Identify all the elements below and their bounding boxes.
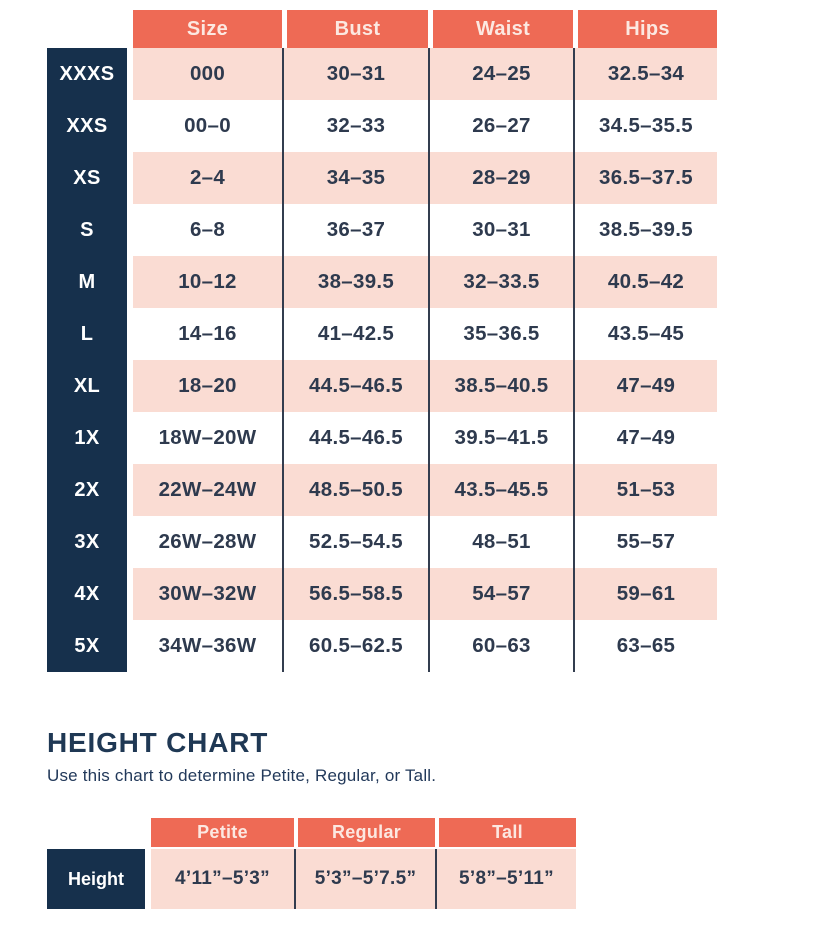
row-label: 4X [47,568,127,620]
cell-hips: 38.5–39.5 [573,204,717,256]
size-chart-body: XXXS 000 30–31 24–25 32.5–34 XXS 00–0 32… [47,48,717,672]
height-chart-table: Petite Regular Tall Height 4’11”–5’3” 5’… [47,818,576,909]
cell-size: 26W–28W [158,530,257,553]
height-row: Height 4’11”–5’3” 5’3”–5’7.5” 5’8”–5’11” [47,849,576,909]
cell-bust: 44.5–46.5 [282,412,428,464]
cell-size: 10–12 [178,270,237,293]
cell-hips: 32.5–34 [573,48,717,100]
cell-waist: 39.5–41.5 [428,412,573,464]
table-row-s: S 6–8 36–37 30–31 38.5–39.5 [47,204,717,256]
column-header-petite: Petite [151,818,294,847]
cell-waist: 60–63 [428,620,573,672]
cell-waist: 26–27 [428,100,573,152]
cell-bust: 48.5–50.5 [282,464,428,516]
row-label: M [47,256,127,308]
cell-waist: 35–36.5 [428,308,573,360]
size-chart-header-row: Size Bust Waist Hips [133,10,717,48]
cell-bust: 38–39.5 [282,256,428,308]
cell-size: 14–16 [178,322,237,345]
table-row-5x: 5X 34W–36W 60.5–62.5 60–63 63–65 [47,620,717,672]
cell-hips: 43.5–45 [573,308,717,360]
cell-waist: 24–25 [428,48,573,100]
row-label: 5X [47,620,127,672]
height-chart-header-row: Petite Regular Tall [151,818,576,847]
row-label: L [47,308,127,360]
column-header-size: Size [133,10,282,48]
cell-tall-height: 5’8”–5’11” [435,849,576,909]
height-chart-title: HEIGHT CHART [47,727,269,758]
cell-hips: 63–65 [573,620,717,672]
row-label: 1X [47,412,127,464]
cell-hips: 59–61 [573,568,717,620]
cell-bust: 44.5–46.5 [282,360,428,412]
table-row-1x: 1X 18W–20W 44.5–46.5 39.5–41.5 47–49 [47,412,717,464]
column-header-hips: Hips [573,10,717,48]
cell-waist: 54–57 [428,568,573,620]
table-row-xxxs: XXXS 000 30–31 24–25 32.5–34 [47,48,717,100]
table-row-l: L 14–16 41–42.5 35–36.5 43.5–45 [47,308,717,360]
cell-bust: 30–31 [282,48,428,100]
row-label: S [47,204,127,256]
cell-hips: 34.5–35.5 [573,100,717,152]
row-label: XXS [47,100,127,152]
table-row-3x: 3X 26W–28W 52.5–54.5 48–51 55–57 [47,516,717,568]
cell-size: 000 [189,62,226,85]
row-label: XS [47,152,127,204]
cell-size: 18–20 [178,374,237,397]
cell-size: 00–0 [184,114,231,137]
column-header-waist: Waist [428,10,573,48]
cell-bust: 36–37 [282,204,428,256]
table-row-m: M 10–12 38–39.5 32–33.5 40.5–42 [47,256,717,308]
cell-waist: 38.5–40.5 [428,360,573,412]
column-header-bust: Bust [282,10,428,48]
cell-hips: 47–49 [573,360,717,412]
cell-hips: 36.5–37.5 [573,152,717,204]
cell-size: 6–8 [189,218,226,241]
cell-waist: 30–31 [428,204,573,256]
row-label: XXXS [47,48,127,100]
cell-size: 2–4 [189,166,226,189]
cell-waist: 48–51 [428,516,573,568]
row-label-height: Height [47,849,145,909]
size-chart-table: Size Bust Waist Hips XXXS 000 30–31 24–2… [47,10,717,672]
cell-bust: 60.5–62.5 [282,620,428,672]
cell-bust: 32–33 [282,100,428,152]
table-row-xxs: XXS 00–0 32–33 26–27 34.5–35.5 [47,100,717,152]
table-row-2x: 2X 22W–24W 48.5–50.5 43.5–45.5 51–53 [47,464,717,516]
height-chart-subtitle: Use this chart to determine Petite, Regu… [47,766,437,785]
cell-waist: 32–33.5 [428,256,573,308]
cell-bust: 41–42.5 [282,308,428,360]
cell-size: 22W–24W [158,478,257,501]
cell-size: 18W–20W [158,426,257,449]
cell-hips: 51–53 [573,464,717,516]
row-label: 2X [47,464,127,516]
cell-bust: 56.5–58.5 [282,568,428,620]
cell-regular-height: 5’3”–5’7.5” [294,849,435,909]
row-label: XL [47,360,127,412]
cell-hips: 40.5–42 [573,256,717,308]
cell-hips: 47–49 [573,412,717,464]
cell-size: 30W–32W [158,582,257,605]
table-row-4x: 4X 30W–32W 56.5–58.5 54–57 59–61 [47,568,717,620]
column-header-regular: Regular [294,818,435,847]
row-label: 3X [47,516,127,568]
cell-bust: 52.5–54.5 [282,516,428,568]
cell-hips: 55–57 [573,516,717,568]
cell-bust: 34–35 [282,152,428,204]
cell-size: 34W–36W [158,634,257,657]
table-row-xs: XS 2–4 34–35 28–29 36.5–37.5 [47,152,717,204]
table-row-xl: XL 18–20 44.5–46.5 38.5–40.5 47–49 [47,360,717,412]
cell-petite-height: 4’11”–5’3” [175,868,270,889]
cell-waist: 28–29 [428,152,573,204]
cell-waist: 43.5–45.5 [428,464,573,516]
column-header-tall: Tall [435,818,576,847]
